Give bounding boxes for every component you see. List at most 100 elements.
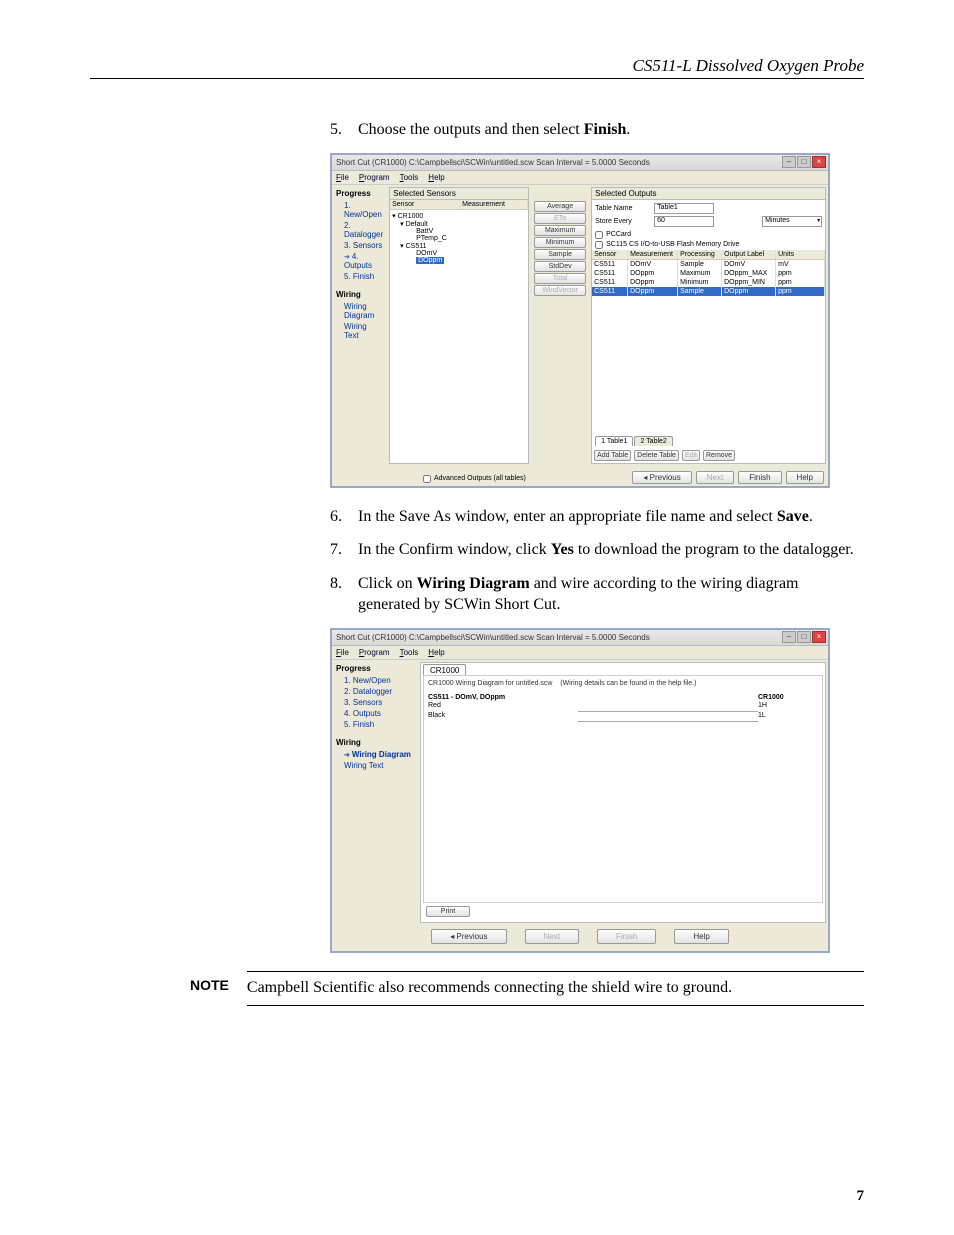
sidebar-item-outputs[interactable]: 4. Outputs: [336, 708, 414, 719]
stddev-button[interactable]: StdDev: [534, 261, 586, 272]
previous-button[interactable]: ◂ Previous: [632, 471, 691, 484]
delete-table-button[interactable]: Delete Table: [634, 450, 679, 461]
sidebar-item-finish[interactable]: 5. Finish: [336, 719, 414, 730]
menubar: File Program Tools Help: [332, 646, 828, 660]
sidebar-item-outputs[interactable]: 4. Outputs: [336, 251, 383, 271]
help-button[interactable]: Help: [786, 471, 824, 484]
sidebar-item-wiring-diagram[interactable]: Wiring Diagram: [336, 301, 383, 321]
sidebar-item-sensors[interactable]: 3. Sensors: [336, 697, 414, 708]
menu-program[interactable]: Program: [359, 173, 390, 182]
sidebar-item-new[interactable]: 1. New/Open: [336, 200, 383, 220]
col-sensor: Sensor: [390, 200, 460, 209]
minimize-icon[interactable]: –: [782, 156, 796, 168]
next-button[interactable]: Next: [696, 471, 734, 484]
step-bold: Wiring Diagram: [417, 575, 530, 592]
table-name-input[interactable]: Table1: [654, 203, 714, 214]
col-measurement: Measurement: [460, 200, 528, 209]
edit-button[interactable]: Edit: [682, 450, 700, 461]
step-bold: Yes: [551, 541, 574, 558]
remove-button[interactable]: Remove: [703, 450, 735, 461]
table-row[interactable]: CS511DOmVSampleDOmVmV: [592, 260, 825, 269]
progress-header: Progress: [336, 189, 383, 198]
advanced-outputs-label: Advanced Outputs (all tables): [434, 475, 526, 482]
average-button[interactable]: Average: [534, 201, 586, 212]
advanced-outputs-checkbox[interactable]: [423, 475, 431, 483]
step-6: 6. In the Save As window, enter an appro…: [330, 506, 864, 528]
close-icon[interactable]: ×: [812, 631, 826, 643]
wire-color: Red: [428, 702, 578, 712]
operation-buttons: Average ETo Maximum Minimum Sample StdDe…: [532, 187, 588, 464]
step-num: 6.: [330, 506, 358, 528]
menu-file[interactable]: File: [336, 648, 349, 657]
next-button[interactable]: Next: [525, 929, 579, 944]
finish-button[interactable]: Finish: [738, 471, 781, 484]
out-col-meas: Measurement: [628, 250, 678, 259]
add-table-button[interactable]: Add Table: [594, 450, 631, 461]
step-num: 7.: [330, 539, 358, 561]
menu-file[interactable]: File: [336, 173, 349, 182]
tree-row[interactable]: PTemp_C: [392, 235, 526, 242]
menu-tools[interactable]: Tools: [400, 173, 419, 182]
tree-root[interactable]: ▾ CR1000: [392, 212, 526, 220]
step-8: 8. Click on Wiring Diagram and wire acco…: [330, 573, 864, 616]
table-row[interactable]: CS511DOppmSampleDOppmppm: [592, 287, 825, 296]
total-button[interactable]: Total: [534, 273, 586, 284]
sc115-checkbox[interactable]: [595, 241, 603, 249]
pccard-checkbox[interactable]: [595, 231, 603, 239]
menu-tools[interactable]: Tools: [400, 648, 419, 657]
wiring-caption-b: (Wiring details can be found in the help…: [560, 680, 696, 687]
sc115-label: SC115 CS I/O-to-USB Flash Memory Drive: [606, 241, 739, 248]
tree-default[interactable]: ▾ Default: [392, 220, 526, 228]
maximize-icon[interactable]: □: [797, 631, 811, 643]
windvector-button[interactable]: WindVector: [534, 285, 586, 296]
store-unit-combo[interactable]: Minutes: [762, 216, 822, 227]
sample-button[interactable]: Sample: [534, 249, 586, 260]
step-text: Choose the outputs and then select: [358, 121, 584, 138]
menubar: File Program Tools Help: [332, 171, 828, 185]
help-button[interactable]: Help: [674, 929, 728, 944]
menu-program[interactable]: Program: [359, 648, 390, 657]
sidebar-item-new[interactable]: 1. New/Open: [336, 675, 414, 686]
eto-button[interactable]: ETo: [534, 213, 586, 224]
sidebar: Progress 1. New/Open 2. Datalogger 3. Se…: [332, 185, 387, 466]
wiring-caption-a: CR1000 Wiring Diagram for untitled.scw: [428, 680, 553, 687]
screenshot-wiring: Short Cut (CR1000) C:\Campbellsci\SCWin\…: [330, 628, 830, 953]
sidebar-item-datalogger[interactable]: 2. Datalogger: [336, 686, 414, 697]
screenshot-outputs: Short Cut (CR1000) C:\Campbellsci\SCWin\…: [330, 153, 830, 488]
sensor-tree[interactable]: ▾ CR1000 ▾ Default BattV PTemp_C ▾ CS511…: [390, 210, 528, 463]
tab-table2[interactable]: 2 Table2: [634, 436, 672, 446]
tree-row[interactable]: BattV: [392, 228, 526, 235]
step-7: 7. In the Confirm window, click Yes to d…: [330, 539, 864, 561]
tree-row[interactable]: DOmV: [392, 250, 526, 257]
minimum-button[interactable]: Minimum: [534, 237, 586, 248]
sidebar-item-sensors[interactable]: 3. Sensors: [336, 240, 383, 251]
page-number: 7: [857, 1188, 865, 1205]
sidebar-item-wiring-diagram[interactable]: Wiring Diagram: [336, 749, 414, 760]
out-col-proc: Processing: [678, 250, 722, 259]
sidebar: Progress 1. New/Open 2. Datalogger 3. Se…: [332, 660, 418, 925]
out-col-units: Units: [776, 250, 825, 259]
step-text: In the Confirm window, click: [358, 541, 551, 558]
table-row[interactable]: CS511DOppmMinimumDOppm_MINppm: [592, 278, 825, 287]
window-title: Short Cut (CR1000) C:\Campbellsci\SCWin\…: [336, 633, 650, 642]
wiring-header: Wiring: [336, 738, 414, 747]
tree-cs511[interactable]: ▾ CS511: [392, 242, 526, 250]
table-row[interactable]: CS511DOppmMaximumDOppm_MAXppm: [592, 269, 825, 278]
menu-help[interactable]: Help: [428, 173, 444, 182]
finish-button[interactable]: Finish: [597, 929, 656, 944]
window-title: Short Cut (CR1000) C:\Campbellsci\SCWin\…: [336, 158, 650, 167]
store-every-input[interactable]: 60: [654, 216, 714, 227]
sidebar-item-wiring-text[interactable]: Wiring Text: [336, 760, 414, 771]
print-button[interactable]: Print: [426, 906, 470, 917]
sidebar-item-datalogger[interactable]: 2. Datalogger: [336, 220, 383, 240]
tree-row[interactable]: DOppm: [392, 257, 526, 264]
menu-help[interactable]: Help: [428, 648, 444, 657]
minimize-icon[interactable]: –: [782, 631, 796, 643]
maximize-icon[interactable]: □: [797, 156, 811, 168]
sidebar-item-wiring-text[interactable]: Wiring Text: [336, 321, 383, 341]
close-icon[interactable]: ×: [812, 156, 826, 168]
previous-button[interactable]: ◂ Previous: [431, 929, 506, 944]
maximum-button[interactable]: Maximum: [534, 225, 586, 236]
tab-table1[interactable]: 1 Table1: [595, 436, 633, 446]
sidebar-item-finish[interactable]: 5. Finish: [336, 271, 383, 282]
